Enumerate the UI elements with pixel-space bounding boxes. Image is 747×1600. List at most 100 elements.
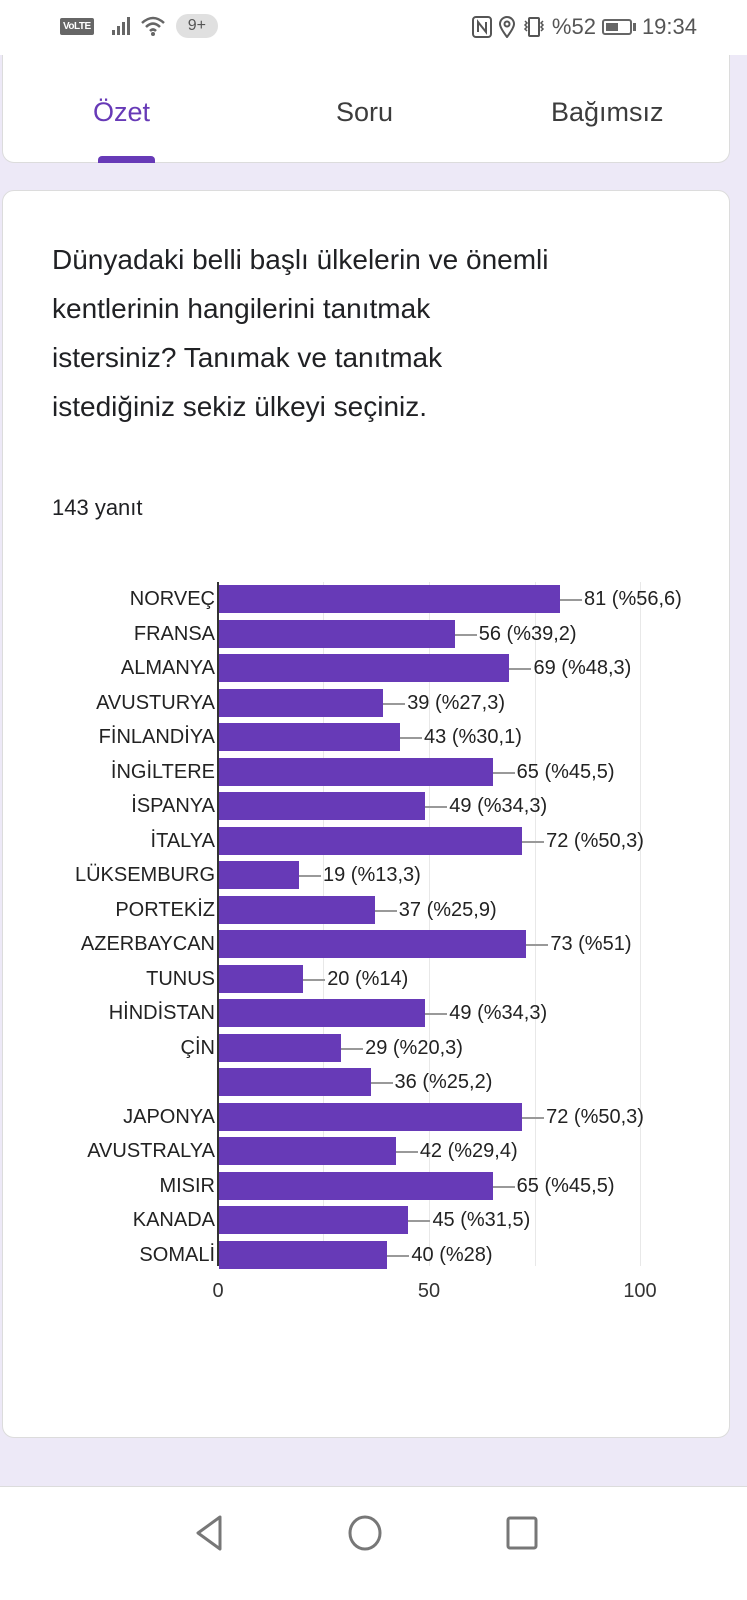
bar-value-label: 19 (%13,3) bbox=[322, 864, 421, 886]
grid-line bbox=[535, 582, 536, 1266]
bar-row: LÜKSEMBURG 19 (%13,3) bbox=[3, 858, 731, 892]
bar-row: NORVEÇ 81 (%56,6) bbox=[3, 582, 731, 616]
bar-row: AVUSTURYA 39 (%27,3) bbox=[3, 686, 731, 720]
recents-icon[interactable] bbox=[502, 1513, 542, 1553]
bar-value-label: 45 (%31,5) bbox=[432, 1209, 531, 1231]
bar[interactable] bbox=[219, 999, 426, 1027]
wifi-icon bbox=[140, 16, 165, 36]
category-label: NORVEÇ bbox=[129, 588, 215, 610]
bar-row: KANADA 45 (%31,5) bbox=[3, 1203, 731, 1237]
x-tick: 50 bbox=[417, 1280, 441, 1302]
bar[interactable] bbox=[219, 1171, 493, 1200]
tab-soru[interactable]: Soru bbox=[336, 97, 394, 127]
home-icon[interactable] bbox=[345, 1513, 385, 1553]
category-label: ALMANYA bbox=[120, 657, 215, 679]
category-label: HİNDİSTAN bbox=[108, 1002, 215, 1024]
bar-chart: NORVEÇ 81 (%56,6) FRANSA 56 (%39,2) ALMANYA 6… bbox=[3, 571, 731, 1311]
bar-value-label: 43 (%30,1) bbox=[424, 726, 522, 748]
x-tick: 0 bbox=[212, 1280, 224, 1302]
bar[interactable] bbox=[219, 895, 375, 924]
bar[interactable] bbox=[219, 1033, 342, 1062]
bar-row: İNGİLTERE 65 (%45,5) bbox=[3, 755, 731, 789]
leader-line bbox=[454, 633, 477, 636]
category-label: TUNUS bbox=[146, 967, 215, 990]
bar[interactable] bbox=[219, 964, 304, 993]
bar-row: ÇİN 29 (%20,3) bbox=[3, 1031, 731, 1065]
category-label: İSPANYA bbox=[131, 795, 215, 817]
bar[interactable] bbox=[219, 1206, 409, 1234]
bar[interactable] bbox=[219, 654, 510, 682]
bar-value-label: 20 (%14) bbox=[327, 967, 409, 990]
category-label: AZERBAYCAN bbox=[80, 933, 215, 955]
bar-row: İSPANYA 49 (%34,3) bbox=[3, 789, 731, 823]
bar[interactable] bbox=[219, 861, 299, 889]
leader-line bbox=[298, 875, 321, 877]
bar-row: HİNDİSTAN 49 (%34,3) bbox=[3, 996, 731, 1030]
leader-line bbox=[374, 909, 397, 912]
leader-line bbox=[425, 806, 448, 808]
bar-value-label: 29 (%20,3) bbox=[365, 1036, 463, 1059]
bar-row: MISIR 65 (%45,5) bbox=[3, 1169, 731, 1203]
battery-percent: %52 bbox=[551, 14, 596, 39]
status-bar: VoLTE 9+ %52 19:34 bbox=[0, 0, 747, 55]
category-label: JAPONYA bbox=[123, 1105, 215, 1128]
question-summary-card: Dünyadaki belli başlı ülkelerin ve öneml… bbox=[2, 190, 730, 1438]
leader-line bbox=[526, 944, 549, 946]
bar-value-label: 81 (%56,6) bbox=[584, 588, 682, 610]
bar[interactable] bbox=[219, 688, 384, 717]
leader-line bbox=[341, 1047, 364, 1050]
category-label: AVUSTURYA bbox=[96, 691, 215, 714]
leader-line bbox=[400, 737, 423, 739]
notification-count-badge: 9+ bbox=[175, 14, 218, 38]
bar-row: AZERBAYCAN 73 (%51) bbox=[3, 927, 731, 961]
bar-value-label: 37 (%25,9) bbox=[398, 898, 497, 921]
category-label: İTALYA bbox=[150, 829, 215, 852]
tab-ozet[interactable]: Özet bbox=[93, 97, 151, 127]
bar[interactable] bbox=[219, 723, 401, 751]
bar-row: SOMALİ 40 (%28) bbox=[3, 1238, 731, 1272]
bar-row: PORTEKİZ 37 (%25,9) bbox=[3, 893, 731, 927]
leader-line bbox=[408, 1220, 431, 1222]
bar[interactable] bbox=[219, 930, 527, 958]
signal-icon bbox=[111, 17, 130, 35]
category-label: SOMALİ bbox=[139, 1243, 215, 1266]
tab-bagimsiz[interactable]: Bağımsız bbox=[551, 97, 664, 127]
bar[interactable] bbox=[219, 585, 560, 613]
bar-value-label: 42 (%29,4) bbox=[419, 1140, 518, 1162]
bar-row: İTALYA 72 (%50,3) bbox=[3, 824, 731, 858]
bar[interactable] bbox=[219, 792, 426, 820]
nfc-icon bbox=[471, 16, 492, 38]
bar-value-label: 40 (%28) bbox=[411, 1243, 493, 1266]
bar[interactable] bbox=[219, 619, 455, 648]
x-tick: 100 bbox=[623, 1280, 657, 1302]
bar[interactable] bbox=[219, 757, 493, 786]
category-label: LÜKSEMBURG bbox=[74, 864, 215, 886]
category-label: FRANSA bbox=[133, 622, 215, 645]
bar-value-label: 72 (%50,3) bbox=[546, 1105, 644, 1128]
grid-line bbox=[640, 582, 641, 1266]
grid-line bbox=[429, 582, 430, 1266]
category-label: İNGİLTERE bbox=[110, 760, 215, 783]
bar-row: FİNLANDİYA 43 (%30,1) bbox=[3, 720, 731, 754]
leader-line bbox=[387, 1254, 410, 1257]
bar[interactable] bbox=[219, 1102, 523, 1131]
leader-line bbox=[522, 1116, 545, 1119]
bar-value-label: 49 (%34,3) bbox=[449, 795, 548, 817]
bar-value-label: 36 (%25,2) bbox=[394, 1071, 493, 1093]
question-title: Dünyadaki belli başlı ülkelerin ve öneml… bbox=[52, 244, 549, 422]
bar-value-label: 65 (%45,5) bbox=[516, 1174, 615, 1197]
category-label: ÇİN bbox=[180, 1036, 215, 1059]
leader-line bbox=[509, 668, 532, 670]
response-count: 143 yanıt bbox=[52, 495, 143, 520]
bar[interactable] bbox=[219, 1137, 396, 1165]
system-nav-bar bbox=[0, 1486, 747, 1600]
bar-value-label: 72 (%50,3) bbox=[546, 829, 644, 852]
bar[interactable] bbox=[219, 826, 523, 855]
back-icon[interactable] bbox=[190, 1513, 230, 1553]
category-label: FİNLANDİYA bbox=[98, 726, 215, 748]
y-axis bbox=[217, 582, 219, 1266]
bar[interactable] bbox=[219, 1240, 388, 1269]
leader-line bbox=[425, 1013, 448, 1015]
clock: 19:34 bbox=[641, 14, 697, 39]
bar[interactable] bbox=[219, 1068, 371, 1096]
